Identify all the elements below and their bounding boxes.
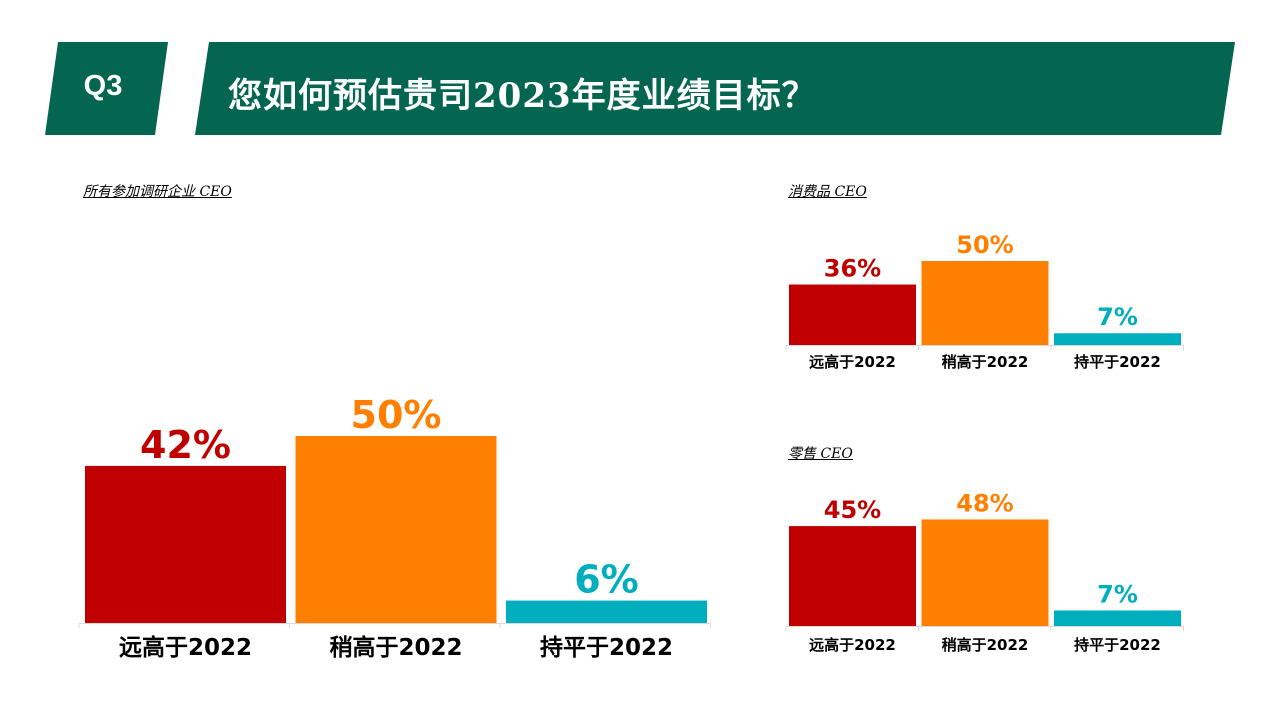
title-banner-shape [195, 42, 1235, 135]
data-label: 6% [574, 558, 639, 602]
category-label: 持平于2022 [1074, 636, 1161, 654]
category-label: 持平于2022 [1074, 353, 1161, 371]
data-label: 45% [824, 496, 881, 524]
header-banner [45, 42, 1235, 135]
bar-2 [921, 261, 1049, 345]
question-badge-shape [45, 42, 168, 135]
question-number: Q3 [83, 70, 123, 102]
bar-3 [506, 600, 707, 623]
data-label: 7% [1097, 580, 1138, 608]
category-label: 稍高于2022 [942, 636, 1029, 654]
bar-1 [789, 526, 916, 626]
page-title: 您如何预估贵司2023年度业绩目标？ [228, 76, 817, 116]
bar-1 [85, 465, 286, 623]
bar-2 [295, 436, 497, 623]
category-label: 远高于2022 [809, 353, 896, 371]
data-label: 36% [824, 255, 881, 283]
data-label: 50% [956, 231, 1013, 259]
data-label: 7% [1097, 303, 1138, 331]
category-label: 远高于2022 [809, 636, 896, 654]
category-label: 远高于2022 [119, 634, 252, 661]
category-label: 稍高于2022 [329, 634, 462, 661]
data-label: 48% [956, 489, 1013, 517]
category-label: 稍高于2022 [942, 353, 1029, 371]
chart-title-retail: 零售 CEO [788, 446, 853, 462]
data-label: 42% [140, 423, 231, 467]
bar-2 [921, 519, 1049, 626]
data-label: 50% [351, 393, 442, 437]
bar-3 [1054, 610, 1181, 626]
chart-title-consumer: 消费品 CEO [788, 184, 867, 200]
category-label: 持平于2022 [540, 635, 673, 661]
bar-1 [789, 284, 916, 345]
bar-3 [1054, 333, 1181, 345]
chart-title-all: 所有参加调研企业 CEO [83, 184, 232, 200]
